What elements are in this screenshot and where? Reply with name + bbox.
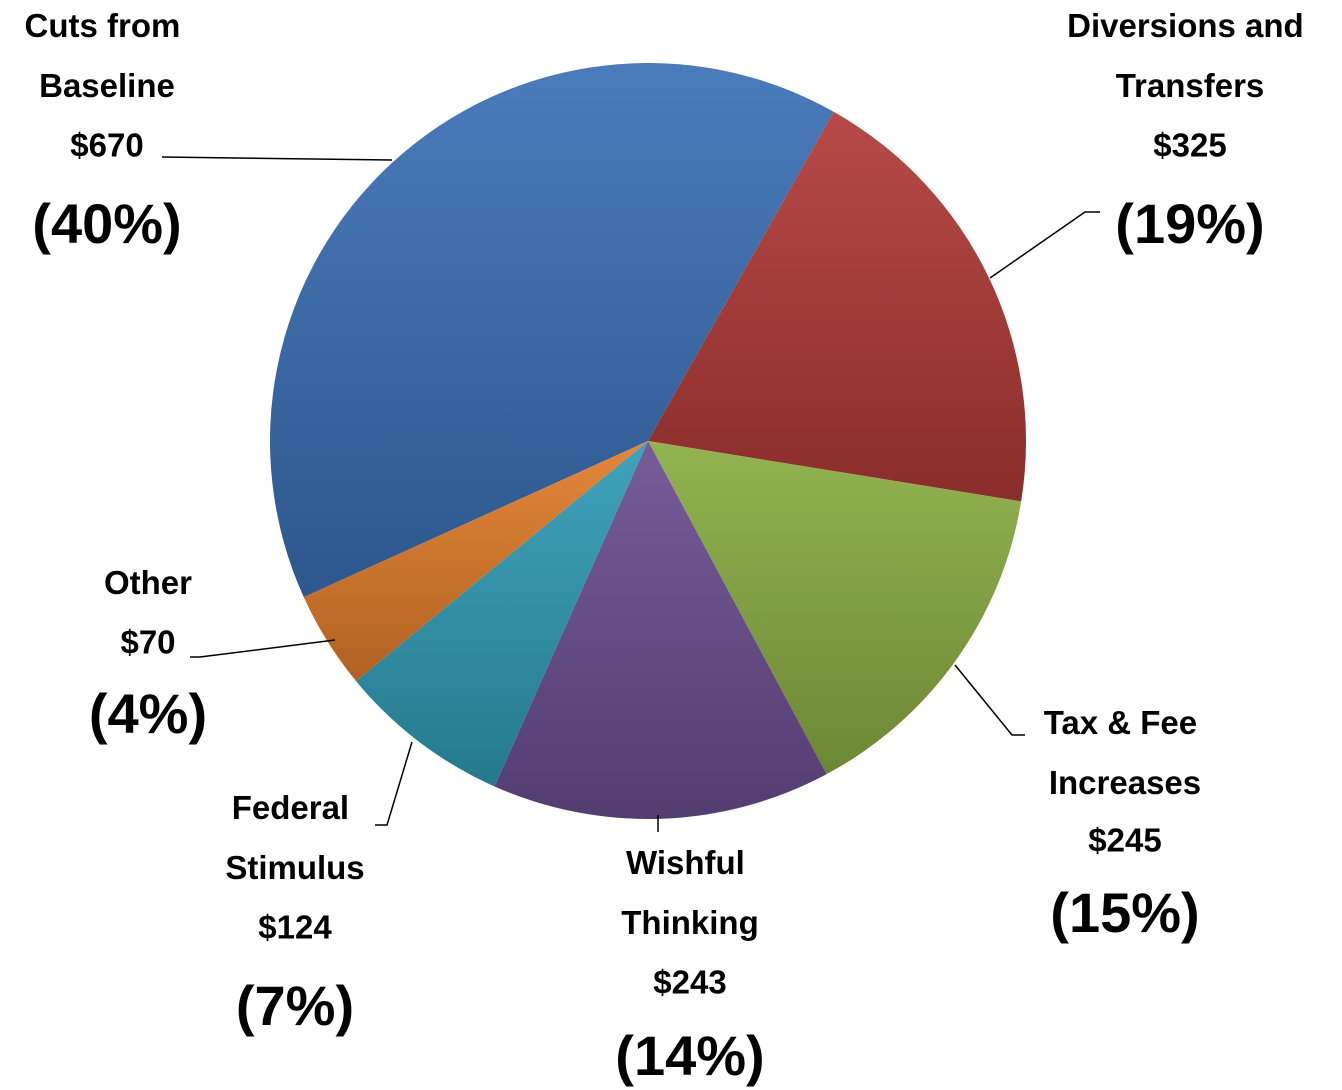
leader-line	[954, 664, 1025, 736]
pie-slice	[494, 441, 827, 819]
slice-label: Other	[104, 564, 192, 601]
slice-value: $243	[653, 964, 726, 1001]
slice-value: $670	[70, 127, 143, 164]
slice-label: Federal Stimulus	[225, 789, 364, 886]
slice-label: Diversions and Transfers	[1067, 7, 1313, 104]
slice-value: $245	[1088, 822, 1161, 859]
slice-percent: (4%)	[89, 682, 207, 745]
slice-value: $124	[258, 909, 332, 946]
slice-percent: (19%)	[1115, 192, 1264, 255]
slice-label: Cuts from Baseline	[25, 7, 190, 104]
leader-line	[375, 741, 413, 826]
pie-slice	[648, 441, 1022, 775]
slice-percent: (15%)	[1050, 881, 1199, 944]
slice-percent: (40%)	[32, 192, 181, 255]
pie-slice	[648, 111, 1026, 502]
slice-percent: (14%)	[615, 1024, 764, 1087]
pie-slice	[303, 441, 648, 682]
slice-label: Tax & Fee Increases	[1044, 704, 1207, 801]
pie-slice	[356, 441, 648, 787]
leader-line	[989, 211, 1100, 279]
pie-slice	[269, 62, 834, 598]
leader-line	[190, 639, 336, 658]
leader-line	[161, 156, 393, 161]
slice-label: Wishful Thinking	[621, 844, 758, 941]
slice-percent: (7%)	[236, 974, 354, 1037]
slice-value: $325	[1153, 127, 1226, 164]
slice-value: $70	[120, 624, 175, 661]
